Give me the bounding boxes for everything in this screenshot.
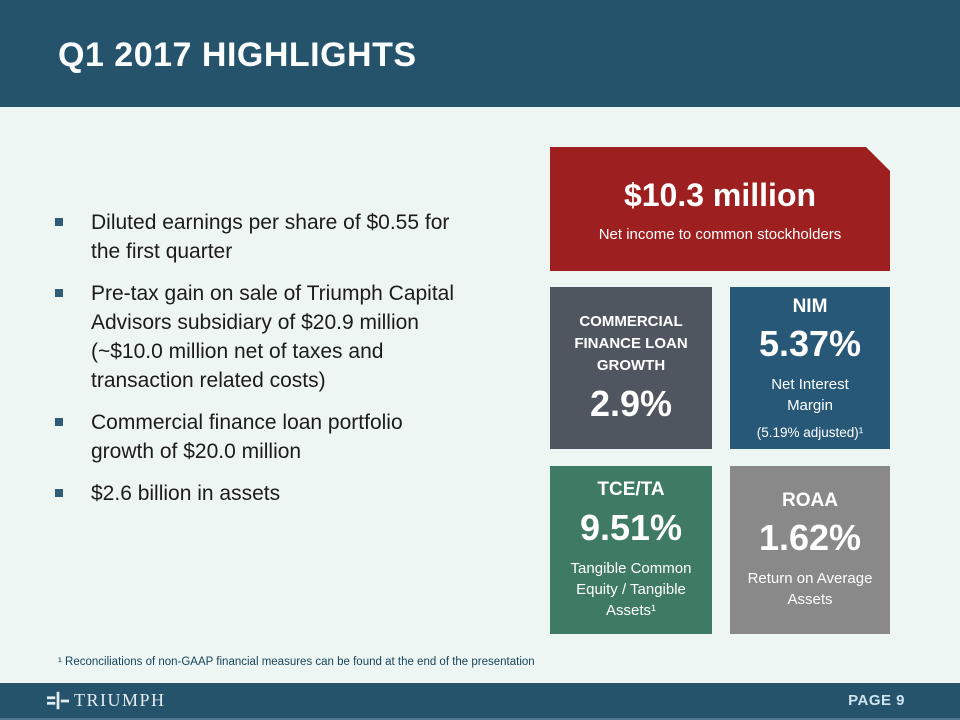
roaa-label: Return on Average Assets xyxy=(747,570,873,609)
highlights-list: Diluted earnings per share of $0.55 for … xyxy=(55,208,505,521)
cfl-growth-value: 2.9% xyxy=(589,382,673,424)
bullet-square-icon xyxy=(55,218,63,226)
nim-label: Net Interest Margin xyxy=(771,376,849,415)
bullet-text: Pre-tax gain on sale of Triumph Capital … xyxy=(91,282,455,392)
net-income-stat-box: $10.3 million Net income to common stock… xyxy=(550,147,890,271)
triumph-logo: TRIUMPH xyxy=(47,690,166,712)
cfl-growth-stat-box: COMMERCIAL FINANCE LOAN GROWTH 2.9% xyxy=(550,287,712,449)
nim-value: 5.37% xyxy=(758,323,862,365)
header-band: Q1 2017 HIGHLIGHTS xyxy=(0,0,960,107)
bullet-square-icon xyxy=(55,289,63,297)
roaa-stat-box: ROAA 1.62% Return on Average Assets xyxy=(730,466,890,634)
tce-ta-title: TCE/TA xyxy=(597,479,665,501)
roaa-value: 1.62% xyxy=(758,517,862,559)
tce-ta-stat-box: TCE/TA 9.51% Tangible Common Equity / Ta… xyxy=(550,466,712,634)
nim-stat-box: NIM 5.37% Net Interest Margin (5.19% adj… xyxy=(730,287,890,449)
nim-adjusted-note: (5.19% adjusted)¹ xyxy=(756,425,864,441)
bullet-square-icon xyxy=(55,489,63,497)
bullet-text: Commercial finance loan portfolio growth… xyxy=(91,411,403,463)
brand-name: TRIUMPH xyxy=(74,690,166,710)
net-income-value: $10.3 million xyxy=(623,177,817,213)
tce-ta-label: Tangible Common Equity / Tangible Assets… xyxy=(570,559,692,619)
nim-title: NIM xyxy=(792,295,828,317)
list-item: Diluted earnings per share of $0.55 for … xyxy=(55,208,505,266)
net-income-label: Net income to common stockholders xyxy=(598,226,842,243)
slide-title: Q1 2017 HIGHLIGHTS xyxy=(58,36,417,74)
roaa-title: ROAA xyxy=(782,489,838,511)
footer-band: TRIUMPH PAGE 9 xyxy=(0,683,960,720)
list-item: $2.6 billion in assets xyxy=(55,479,505,508)
list-item: Commercial finance loan portfolio growth… xyxy=(55,408,505,466)
tce-ta-value: 9.51% xyxy=(579,506,683,548)
triumph-cross-icon xyxy=(47,690,69,712)
bullet-text: Diluted earnings per share of $0.55 for … xyxy=(91,211,450,263)
bullet-text: $2.6 billion in assets xyxy=(91,482,281,505)
cfl-growth-title: COMMERCIAL FINANCE LOAN GROWTH xyxy=(574,313,688,374)
page-number: PAGE 9 xyxy=(848,692,905,709)
list-item: Pre-tax gain on sale of Triumph Capital … xyxy=(55,279,505,395)
footnote: ¹ Reconciliations of non-GAAP financial … xyxy=(58,656,535,668)
bullet-square-icon xyxy=(55,418,63,426)
